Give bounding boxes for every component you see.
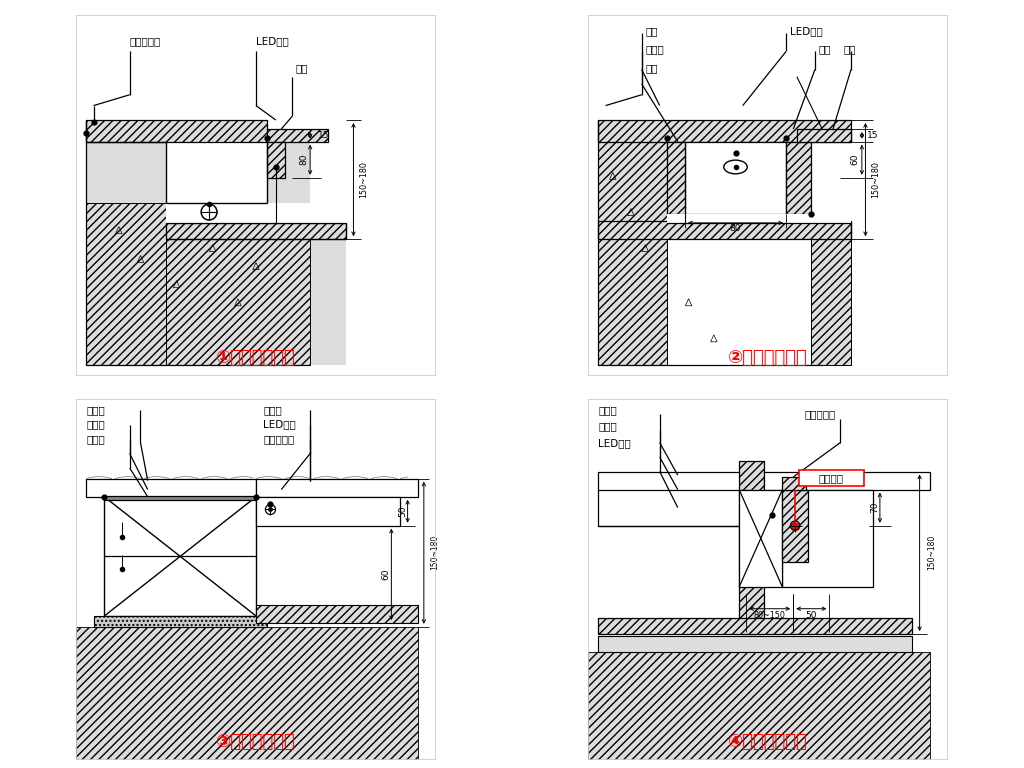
Text: LED灯管: LED灯管 [790,27,822,37]
Bar [797,129,851,142]
Bar [104,496,256,501]
Text: 15: 15 [318,131,330,140]
Text: ①石材踏步照明: ①石材踏步照明 [216,349,296,367]
Bar [86,120,267,142]
Bar [667,142,685,214]
Text: 木地板: 木地板 [598,406,617,415]
Bar [598,636,912,652]
Text: 石材: 石材 [844,45,856,55]
Bar [667,214,851,223]
Text: 木龙骨: 木龙骨 [86,434,105,444]
Polygon shape [86,239,346,366]
Text: 80~150: 80~150 [754,611,785,621]
Bar [764,472,931,490]
Text: LED灯管: LED灯管 [598,438,631,448]
Bar [782,490,808,562]
Bar [598,617,912,634]
Text: 60: 60 [382,568,390,580]
Text: 15: 15 [867,131,879,140]
Bar [685,142,786,214]
Text: LED灯管: LED灯管 [263,419,296,429]
Text: 石材: 石材 [296,63,308,73]
Text: LED灯管: LED灯管 [256,36,289,46]
Text: 木工板: 木工板 [598,422,617,432]
Text: 木地板: 木地板 [263,406,282,415]
Text: 50: 50 [398,505,408,517]
Text: 木工板: 木工板 [645,45,664,55]
Text: ③木材踏步照明: ③木材踏步照明 [216,733,296,751]
Bar [166,203,346,223]
Bar [256,605,419,623]
Text: ④木材踏步照明: ④木材踏步照明 [728,733,808,751]
Bar [86,478,256,497]
Text: 150~180: 150~180 [870,161,880,198]
Ellipse shape [724,160,748,174]
Text: 60: 60 [851,154,860,165]
Text: 角钓: 角钓 [645,63,657,73]
Polygon shape [588,652,931,760]
Text: 透光材料: 透光材料 [818,473,844,483]
Text: 80: 80 [299,154,308,165]
Text: 50: 50 [806,611,817,621]
Polygon shape [86,120,310,366]
Bar [104,497,256,616]
Bar [256,497,400,526]
Text: 木地板: 木地板 [86,406,105,415]
Polygon shape [598,142,667,366]
Bar [166,223,346,239]
Text: 砂浆结合层: 砂浆结合层 [130,36,161,46]
Bar [598,221,851,239]
Bar [739,461,764,634]
Polygon shape [86,203,166,366]
Bar [739,490,782,587]
Bar [782,477,806,490]
Text: 鄂板: 鄂板 [645,27,657,37]
Bar [799,470,863,486]
Polygon shape [76,627,419,760]
Text: 150~180: 150~180 [358,161,368,198]
Bar [782,490,872,587]
Bar [598,472,750,526]
Text: 木工板: 木工板 [86,419,105,429]
Text: 70: 70 [870,502,879,513]
Text: 150~180: 150~180 [927,535,936,571]
Bar [598,120,851,142]
Text: ②石材踏步照明: ②石材踏步照明 [728,349,808,367]
Polygon shape [811,239,851,366]
Text: 角钓: 角钓 [818,45,831,55]
Text: 150~180: 150~180 [430,535,439,571]
Bar [93,616,267,627]
Bar [256,478,419,497]
Bar [267,129,328,142]
Text: 80: 80 [730,223,741,233]
Bar [786,142,811,214]
Polygon shape [166,239,310,366]
Text: 砂浆结合层: 砂浆结合层 [263,434,295,444]
Text: 不锈钔方管: 不锈钔方管 [804,409,836,419]
Bar [267,142,285,178]
